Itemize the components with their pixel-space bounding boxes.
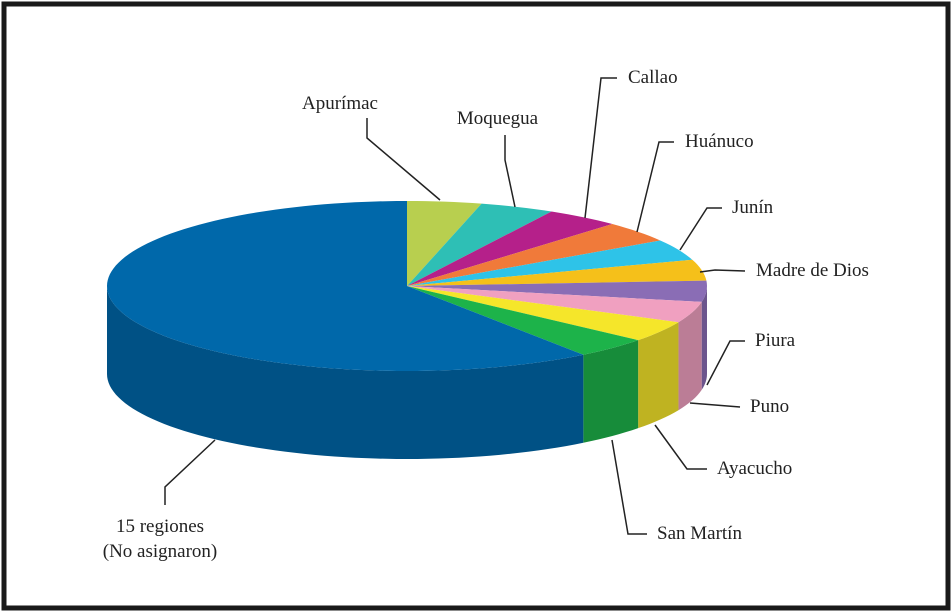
slice-side <box>583 340 639 443</box>
leader-line <box>679 207 722 251</box>
leader-line <box>699 269 746 273</box>
slice-label: Ayacucho <box>717 458 793 479</box>
slice-label: Junín <box>732 197 774 218</box>
slice <box>407 211 613 286</box>
leader-line <box>164 439 216 505</box>
leader-line <box>504 135 516 208</box>
slice-side <box>638 322 679 429</box>
slice-side <box>678 301 702 411</box>
leader-line <box>366 118 441 201</box>
slice-label: Moquegua <box>456 108 539 129</box>
slice <box>407 286 679 341</box>
slice-label: Huánuco <box>685 131 754 152</box>
slice <box>407 203 552 286</box>
leader-line <box>636 141 674 233</box>
leader-line <box>706 340 745 386</box>
leader-line <box>689 402 741 408</box>
slice-label: Piura <box>755 330 796 351</box>
leader-line <box>654 424 707 470</box>
slice-side <box>107 286 584 459</box>
slice-side <box>701 286 707 390</box>
slice <box>407 224 661 286</box>
slice-label: Callao <box>628 67 678 88</box>
slice-label: San Martín <box>657 523 742 544</box>
slice <box>407 259 707 286</box>
slice-label: Puno <box>750 396 790 417</box>
slice <box>407 280 707 302</box>
slice-label: 15 regiones (No asignaron) <box>102 516 218 562</box>
slice <box>407 286 702 323</box>
leader-line <box>611 439 647 535</box>
slice <box>407 240 693 286</box>
slice <box>407 201 482 286</box>
slice-label: Madre de Dios <box>756 260 869 281</box>
slice <box>407 286 639 355</box>
slice <box>107 201 584 371</box>
slice-label: Apurímac <box>302 93 378 114</box>
leader-line <box>584 77 617 219</box>
